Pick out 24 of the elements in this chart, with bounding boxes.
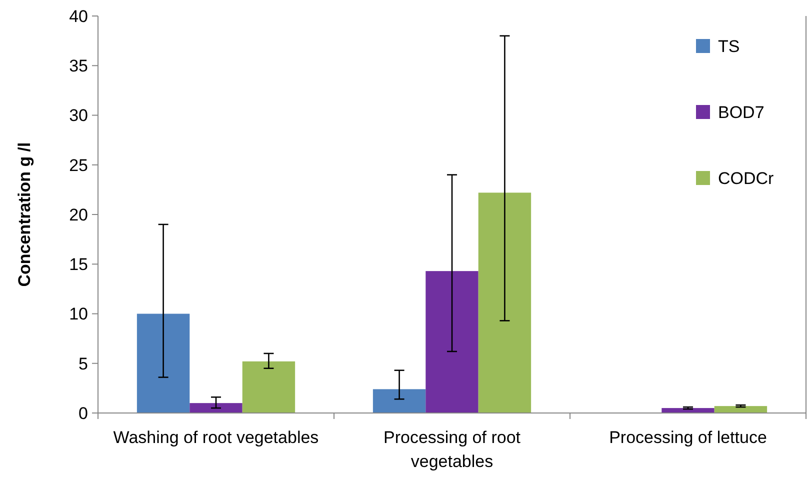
- bar: [372, 389, 426, 413]
- bar: [426, 271, 478, 413]
- bar: [242, 361, 296, 413]
- bar: [478, 192, 532, 413]
- x-tick-label: Washing of root vegetables: [113, 428, 319, 447]
- y-tick-label: 5: [78, 354, 88, 374]
- y-tick-label: 25: [69, 156, 88, 175]
- y-tick-label: 30: [69, 106, 88, 126]
- bar: [662, 408, 714, 413]
- legend-label: BOD7: [718, 102, 764, 122]
- y-tick-label: 35: [69, 56, 88, 76]
- bar: [714, 406, 768, 413]
- y-axis-title: Concentration g /l: [15, 142, 34, 287]
- y-tick-label: 0: [78, 404, 88, 423]
- bar: [136, 314, 190, 413]
- y-tick-label: 10: [69, 304, 88, 324]
- y-tick-label: 40: [69, 6, 88, 26]
- y-tick-label: 20: [69, 205, 88, 224]
- bar: [190, 403, 242, 413]
- x-tick-label: Processing of root vegetables: [383, 428, 521, 471]
- legend-label: TS: [718, 36, 740, 56]
- y-tick-label: 15: [69, 255, 88, 274]
- legend-label: CODCr: [718, 168, 774, 188]
- x-tick-label: Processing of lettuce: [609, 428, 767, 447]
